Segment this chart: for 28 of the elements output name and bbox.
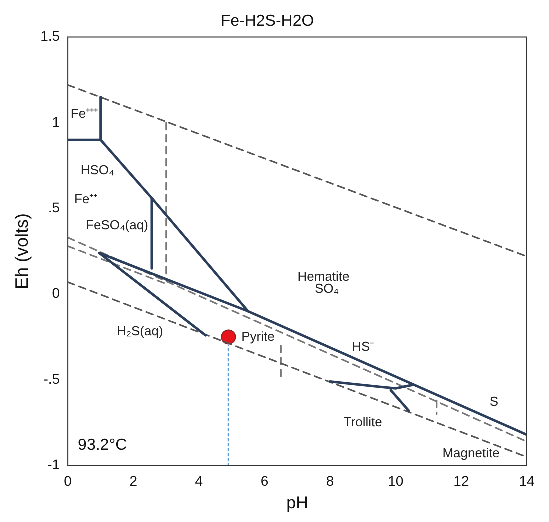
y-tick-label: 1.5 [40,28,60,44]
annotation: FeSO₄(aq) [86,217,148,232]
y-tick-label: 0 [52,285,60,302]
x-tick-label: 6 [260,473,269,490]
x-tick-label: 2 [130,473,138,490]
x-tick-label: 12 [454,473,470,490]
annotation: Trollite [344,414,382,430]
y-tick-label: 1 [52,114,60,130]
x-tick-label: 10 [388,473,404,490]
chart-title: Fe-H2S-H2O [220,13,314,30]
annotation: Pyrite [242,328,275,344]
annotation: 93.2°C [78,437,128,454]
x-tick-label: 0 [64,473,72,490]
annotation: HS⁻ [352,339,374,354]
annotation: Fe⁺⁺⁺ [70,106,98,121]
annotation: HSO₄ [80,162,114,178]
x-tick-label: 4 [195,473,204,490]
annotation: S [490,394,499,409]
x-tick-label: 8 [326,473,334,490]
x-axis-title: pH [286,493,308,512]
y-tick-label: -.5 [44,370,60,387]
annotation: H₂S(aq) [117,324,164,339]
x-tick-label: 14 [519,473,535,490]
annotation: Fe⁺⁺ [74,192,98,207]
y-tick-label: .5 [48,200,60,216]
y-tick-label: -1 [48,456,60,473]
y-axis-title: Eh (volts) [12,213,32,290]
annotation: Magnetite [442,445,500,460]
